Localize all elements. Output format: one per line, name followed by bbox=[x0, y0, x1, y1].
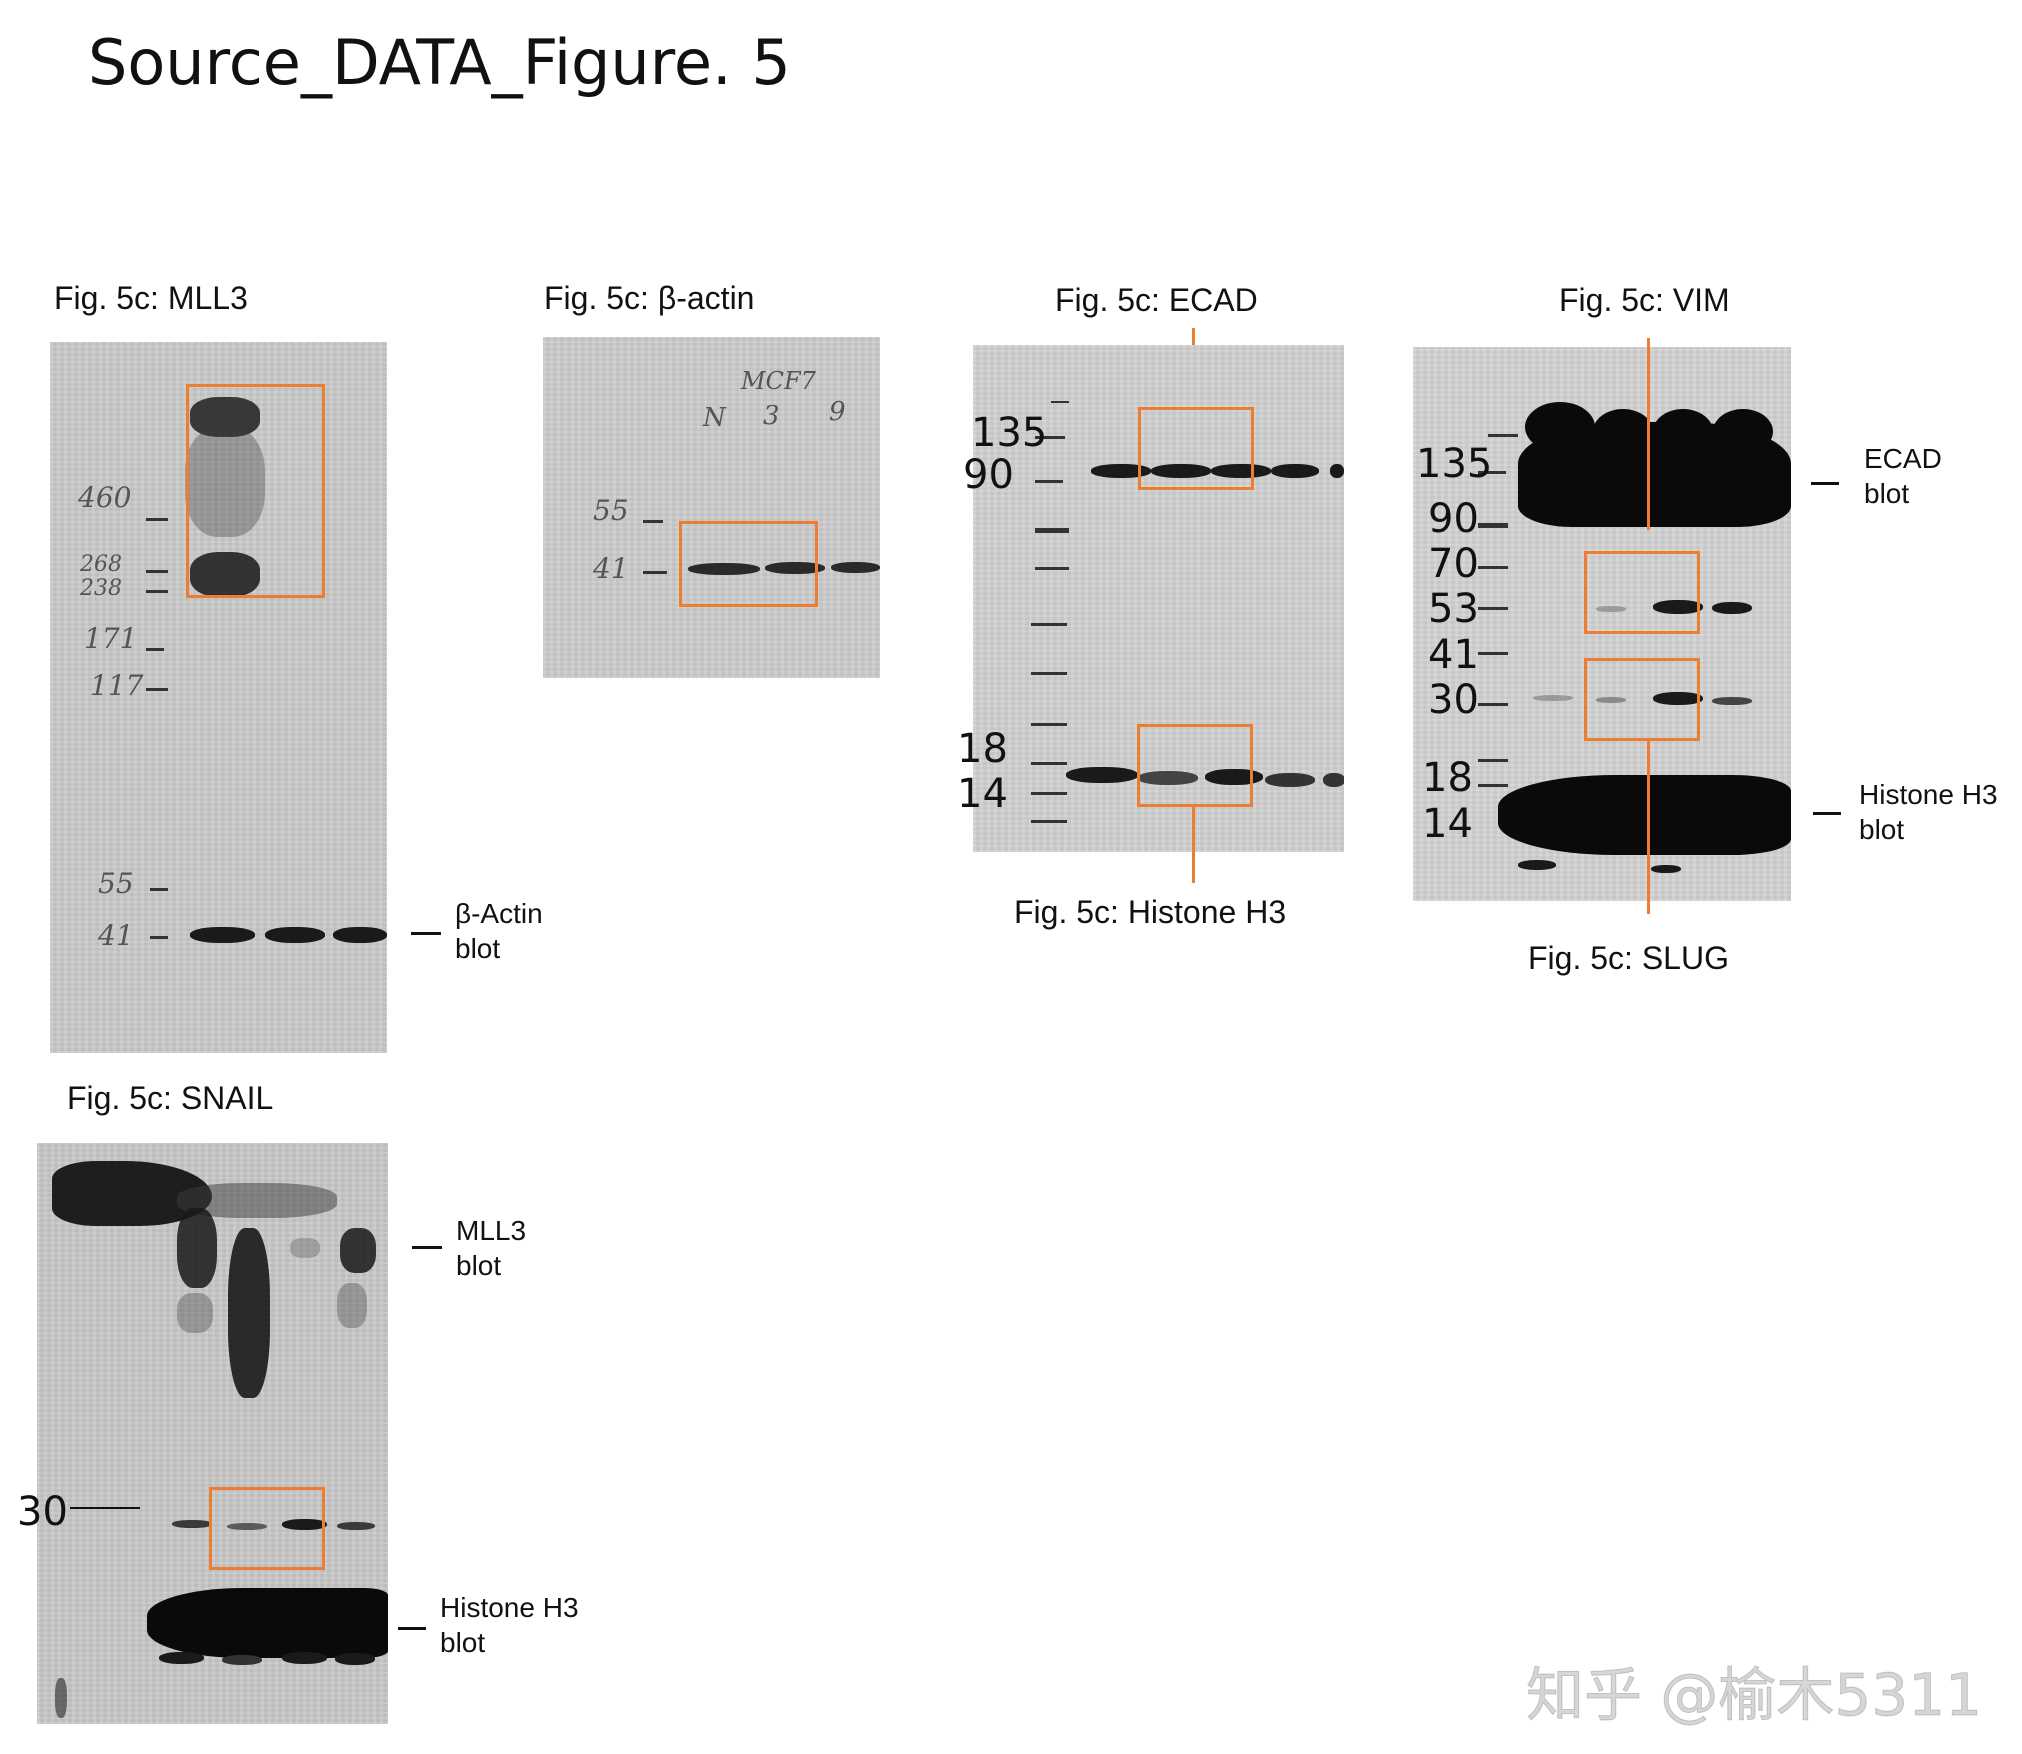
blot-ecad bbox=[973, 345, 1344, 852]
caption-mll3: Fig. 5c: MLL3 bbox=[54, 280, 248, 316]
marker-vim-1: 90 bbox=[1428, 496, 1479, 542]
zhihu-watermark: 知乎 @榆木5311 bbox=[1525, 1661, 1982, 1730]
label-histone-blot-snail: Histone H3 blot bbox=[440, 1592, 579, 1658]
label-mll3-blot: MLL3 blot bbox=[456, 1215, 527, 1281]
marker-mll3-0: 460 bbox=[78, 481, 132, 514]
highlight-box-bactin bbox=[679, 521, 818, 607]
marker-mll3-5: 55 bbox=[98, 867, 134, 900]
marker-mll3-6: 41 bbox=[98, 919, 134, 952]
connector-histone-bottom bbox=[1192, 807, 1195, 883]
marker-ecad-3: 14 bbox=[957, 771, 1008, 817]
marker-vim-0: 135 bbox=[1416, 441, 1493, 487]
caption-vim: Fig. 5c: VIM bbox=[1559, 282, 1730, 318]
blot-vim bbox=[1413, 347, 1791, 901]
caption-bactin: Fig. 5c: β-actin bbox=[544, 280, 755, 316]
lane-note-n: N bbox=[703, 403, 726, 433]
histone-blot-dash-vim bbox=[1813, 812, 1841, 815]
page-title: Source_DATA_Figure. 5 bbox=[88, 26, 791, 99]
highlight-box-ecad bbox=[1138, 407, 1254, 490]
highlight-box-snail bbox=[209, 1487, 325, 1570]
marker-bactin-0: 55 bbox=[593, 494, 629, 527]
highlight-box-slug bbox=[1584, 658, 1700, 741]
label-ecad-blot: ECAD blot bbox=[1864, 443, 1942, 509]
marker-vim-3: 53 bbox=[1428, 586, 1479, 632]
marker-mll3-1: 268 bbox=[80, 552, 122, 577]
marker-vim-7: 14 bbox=[1422, 801, 1473, 847]
blot-mll3: 460 268 238 171 117 55 41 bbox=[50, 342, 387, 1053]
caption-histone-h3: Fig. 5c: Histone H3 bbox=[1014, 894, 1287, 930]
label-bactin-blot: β-Actin blot bbox=[455, 898, 543, 964]
lane-note-mcf7: MCF7 bbox=[741, 367, 816, 395]
highlight-box-histone bbox=[1137, 724, 1253, 807]
marker-mll3-4: 117 bbox=[90, 669, 144, 702]
label-histone-blot-vim: Histone H3 blot bbox=[1859, 779, 1998, 845]
highlight-box-mll3 bbox=[186, 384, 325, 598]
mll3-blot-dash bbox=[412, 1246, 442, 1249]
caption-ecad: Fig. 5c: ECAD bbox=[1055, 282, 1258, 318]
blot-snail bbox=[37, 1143, 388, 1724]
blot-bactin: MCF7 N 3 9 55 41 bbox=[543, 337, 880, 678]
marker-vim-4: 41 bbox=[1428, 632, 1479, 678]
bactin-blot-dash bbox=[411, 932, 441, 935]
connector-vim bbox=[1647, 338, 1650, 530]
caption-slug: Fig. 5c: SLUG bbox=[1528, 940, 1729, 976]
lane-note-9: 9 bbox=[829, 397, 846, 427]
marker-ecad-2: 18 bbox=[957, 726, 1008, 772]
histone-blot-dash-snail bbox=[398, 1627, 426, 1630]
highlight-box-vim bbox=[1584, 551, 1700, 634]
marker-mll3-2: 238 bbox=[80, 576, 122, 601]
marker-vim-2: 70 bbox=[1428, 541, 1479, 587]
marker-bactin-1: 41 bbox=[593, 552, 629, 585]
marker-vim-5: 30 bbox=[1428, 677, 1479, 723]
lane-note-3: 3 bbox=[763, 401, 780, 431]
marker-vim-6: 18 bbox=[1422, 755, 1473, 801]
marker-mll3-3: 171 bbox=[84, 622, 138, 655]
marker-snail-line bbox=[70, 1507, 140, 1509]
marker-snail-30: 30 bbox=[17, 1489, 68, 1535]
ecad-blot-dash bbox=[1811, 482, 1839, 485]
caption-snail: Fig. 5c: SNAIL bbox=[67, 1080, 274, 1116]
marker-ecad-1: 90 bbox=[963, 452, 1014, 498]
connector-slug bbox=[1647, 741, 1650, 914]
marker-ecad-0: 135 bbox=[971, 410, 1048, 456]
